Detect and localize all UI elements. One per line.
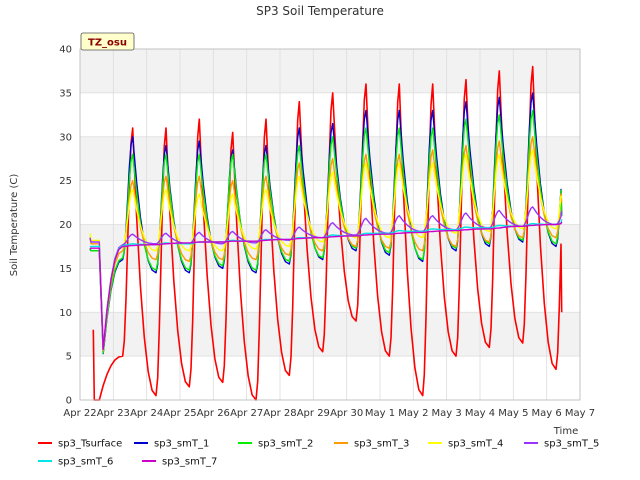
x-tick-label: Apr 28 bbox=[263, 408, 296, 419]
x-tick-label: Apr 25 bbox=[163, 408, 196, 419]
site-tag-label: TZ_osu bbox=[88, 38, 127, 49]
x-tick-label: Apr 29 bbox=[297, 408, 330, 419]
x-tick-label: Apr 27 bbox=[230, 408, 263, 419]
legend-label: sp3_smT_6 bbox=[58, 457, 113, 468]
x-tick-label: Apr 22 bbox=[63, 408, 96, 419]
legend: sp3_Tsurface sp3_smT_1 sp3_smT_2 sp3_smT_3 s… bbox=[38, 439, 599, 468]
series-line-sp3_smT_4 bbox=[89, 149, 563, 350]
axes: 0 5 10 15 20 25 30 35 40 Apr 22 Apr 23 Apr 24 Apr 25… bbox=[59, 45, 595, 420]
x-tick-label: May 4 bbox=[465, 408, 495, 419]
chart-title: SP3 Soil Temperature bbox=[256, 4, 384, 18]
site-tag: TZ_osu bbox=[80, 32, 135, 51]
y-tick-label: 0 bbox=[66, 396, 72, 407]
site-tag-box bbox=[80, 32, 135, 51]
legend-label: sp3_smT_2 bbox=[258, 439, 313, 450]
series-line-sp3_smT_7 bbox=[89, 221, 563, 350]
x-tick-label: May 1 bbox=[365, 408, 395, 419]
y-tick-label: 15 bbox=[59, 264, 72, 275]
legend-label: sp3_Tsurface bbox=[58, 439, 122, 450]
plot-band bbox=[80, 49, 580, 93]
x-tick-label: Apr 23 bbox=[97, 408, 130, 419]
plot-band bbox=[80, 224, 580, 269]
legend-label: sp3_smT_1 bbox=[154, 439, 209, 450]
y-tick-label: 10 bbox=[59, 308, 72, 319]
y-tick-label: 35 bbox=[59, 88, 72, 99]
series-lines bbox=[89, 65, 563, 401]
x-tick-label: May 5 bbox=[498, 408, 528, 419]
plot-band bbox=[80, 312, 580, 357]
y-tick-label: 25 bbox=[59, 176, 72, 187]
legend-label: sp3_smT_7 bbox=[162, 457, 217, 468]
x-tick-label: May 3 bbox=[432, 408, 462, 419]
y-tick-label: 40 bbox=[59, 45, 72, 56]
y-axis-label: Soil Temperature (C) bbox=[9, 174, 20, 277]
x-tick-label: Apr 26 bbox=[197, 408, 230, 419]
y-tick-label: 20 bbox=[59, 220, 72, 231]
x-axis-label: Time bbox=[553, 426, 578, 437]
y-tick-label: 30 bbox=[59, 132, 72, 143]
legend-label: sp3_smT_3 bbox=[354, 439, 409, 450]
x-tick-label: Apr 30 bbox=[330, 408, 363, 419]
x-tick-label: Apr 24 bbox=[130, 408, 163, 419]
x-tick-label: May 2 bbox=[398, 408, 428, 419]
y-tick-label: 5 bbox=[66, 352, 72, 363]
legend-label: sp3_smT_4 bbox=[448, 439, 503, 450]
x-tick-label: May 7 bbox=[565, 408, 595, 419]
x-tick-label: May 6 bbox=[532, 408, 562, 419]
plot-frame bbox=[79, 48, 581, 401]
legend-label: sp3_smT_5 bbox=[544, 439, 599, 450]
